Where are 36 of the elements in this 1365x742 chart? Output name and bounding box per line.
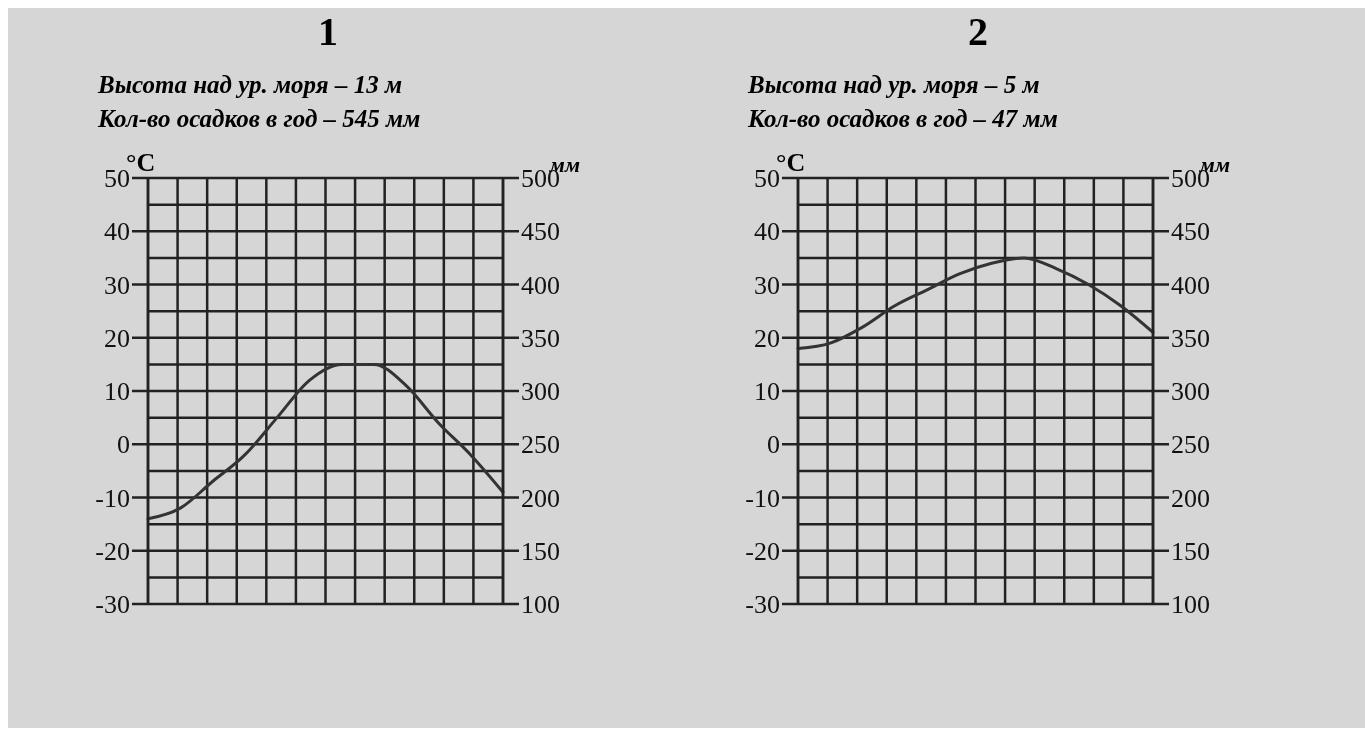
y-tick-label: 10 xyxy=(104,377,130,407)
y-tick-label: -10 xyxy=(95,483,130,513)
y-tick-label: 30 xyxy=(104,270,130,300)
y2-tick-label: 200 xyxy=(1171,483,1210,513)
y-tick-label: 0 xyxy=(767,430,780,460)
y2-tick-label: 450 xyxy=(521,217,560,247)
chart-subtitle: Высота над ур. моря – 13 м Кол-во осадков в год – 545 мм xyxy=(98,70,422,134)
y-tick-label: 40 xyxy=(754,217,780,247)
y-tick-label: -20 xyxy=(745,536,780,566)
y2-tick-label: 200 xyxy=(521,483,560,513)
y2-tick-label: 250 xyxy=(521,430,560,460)
y-tick-label: -30 xyxy=(95,590,130,620)
y-tick-label: 20 xyxy=(754,323,780,353)
y2-tick-label: 250 xyxy=(1171,430,1210,460)
y2-tick-label: 450 xyxy=(1171,217,1210,247)
y-tick-label: 10 xyxy=(754,377,780,407)
chart-title: 1 xyxy=(317,8,339,56)
y2-tick-label: 300 xyxy=(521,377,560,407)
y-tick-label: 0 xyxy=(117,430,130,460)
y-tick-label: 40 xyxy=(104,217,130,247)
chart-subtitle: Высота над ур. моря – 5 м Кол-во осадков в год – 47 мм xyxy=(748,70,1059,134)
y2-tick-label: 150 xyxy=(521,536,560,566)
y-tick-label: -20 xyxy=(95,536,130,566)
y-tick-label: -10 xyxy=(745,483,780,513)
y2-tick-label: 400 xyxy=(521,270,560,300)
y2-tick-label: 350 xyxy=(1171,323,1210,353)
y2-tick-label: 100 xyxy=(1171,590,1210,620)
y2-tick-label: 150 xyxy=(1171,536,1210,566)
y-tick-label: 30 xyxy=(754,270,780,300)
y-tick-label: 20 xyxy=(104,323,130,353)
y2-tick-label: 100 xyxy=(521,590,560,620)
y2-tick-label: 400 xyxy=(1171,270,1210,300)
chart-title: 2 xyxy=(967,8,989,56)
y-tick-label: -30 xyxy=(745,590,780,620)
y2-tick-label: 300 xyxy=(1171,377,1210,407)
y2-tick-label: 350 xyxy=(521,323,560,353)
